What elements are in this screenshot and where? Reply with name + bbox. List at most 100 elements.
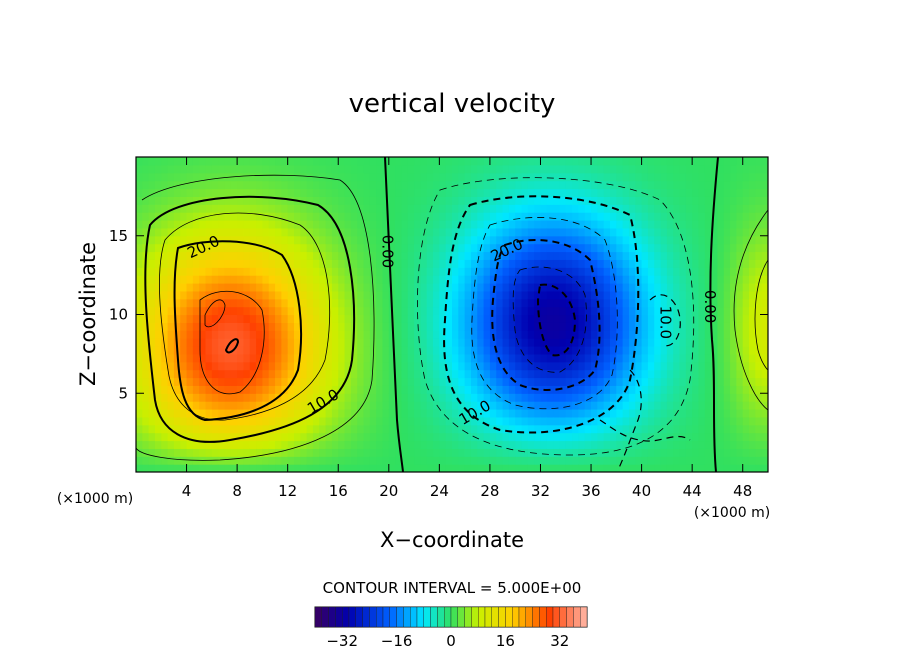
- heatmap-cell: [489, 401, 497, 410]
- heatmap-cell: [287, 275, 295, 284]
- heatmap-cell: [723, 416, 731, 426]
- heatmap-cell: [306, 243, 314, 253]
- heatmap-cell: [755, 259, 763, 268]
- heatmap-cell: [142, 369, 150, 379]
- heatmap-cell: [407, 448, 415, 457]
- heatmap-cell: [723, 290, 731, 300]
- heatmap-cell: [395, 377, 403, 386]
- heatmap-cell: [319, 369, 327, 379]
- heatmap-cell: [540, 212, 548, 221]
- heatmap-cell: [331, 164, 339, 174]
- heatmap-cell: [666, 212, 674, 221]
- heatmap-cell: [230, 456, 238, 465]
- heatmap-cell: [306, 401, 314, 410]
- heatmap-cell: [262, 220, 270, 229]
- heatmap-cell: [312, 456, 320, 465]
- heatmap-cell: [452, 377, 459, 386]
- heatmap-cell: [761, 456, 768, 465]
- heatmap-cell: [312, 369, 320, 379]
- heatmap-cell: [148, 346, 156, 355]
- heatmap-cell: [489, 212, 497, 221]
- heatmap-cell: [382, 424, 390, 434]
- heatmap-cell: [723, 157, 731, 166]
- heatmap-cell: [433, 346, 440, 355]
- heatmap-cell: [464, 464, 472, 472]
- heatmap-cell: [249, 440, 257, 449]
- heatmap-cell: [597, 456, 605, 465]
- heatmap-cell: [597, 338, 605, 347]
- heatmap-cell: [679, 157, 687, 166]
- heatmap-cell: [452, 464, 459, 472]
- heatmap-cell: [458, 196, 466, 205]
- heatmap-cell: [338, 306, 346, 316]
- heatmap-cell: [294, 188, 301, 197]
- contour-label: 10.0: [657, 306, 675, 339]
- heatmap-cell: [654, 314, 662, 323]
- heatmap-cell: [401, 409, 409, 418]
- heatmap-cell: [654, 385, 662, 394]
- heatmap-cell: [578, 385, 586, 394]
- heatmap-cell: [186, 353, 194, 363]
- heatmap-cell: [136, 259, 143, 268]
- heatmap-cell: [483, 188, 491, 197]
- heatmap-cell: [628, 432, 636, 442]
- heatmap-cell: [502, 416, 510, 426]
- heatmap-cell: [679, 196, 687, 205]
- heatmap-cell: [344, 338, 352, 347]
- heatmap-cell: [496, 196, 504, 205]
- heatmap-cell: [704, 188, 712, 197]
- heatmap-cell: [749, 361, 756, 371]
- heatmap-cell: [205, 385, 213, 394]
- heatmap-cell: [325, 448, 333, 457]
- heatmap-cell: [546, 172, 554, 182]
- heatmap-cell: [350, 267, 358, 276]
- heatmap-cell: [395, 448, 403, 457]
- heatmap-cell: [628, 164, 636, 174]
- heatmap-cell: [685, 157, 693, 166]
- heatmap-cell: [464, 157, 472, 166]
- heatmap-cell: [173, 235, 181, 245]
- heatmap-cell: [136, 188, 143, 197]
- heatmap-cell: [275, 220, 282, 229]
- heatmap-cell: [420, 409, 428, 418]
- heatmap-cell: [262, 448, 270, 457]
- heatmap-cell: [616, 204, 624, 213]
- heatmap-cell: [306, 251, 314, 260]
- heatmap-cell: [154, 180, 162, 190]
- heatmap-cell: [237, 416, 245, 426]
- heatmap-cell: [673, 172, 681, 182]
- heatmap-cell: [306, 204, 314, 213]
- heatmap-cell: [527, 196, 535, 205]
- heatmap-cell: [546, 361, 554, 371]
- heatmap-cell: [173, 267, 181, 276]
- heatmap-cell: [325, 314, 333, 323]
- heatmap-cell: [508, 432, 516, 442]
- heatmap-cell: [243, 322, 251, 331]
- heatmap-cell: [294, 346, 301, 355]
- heatmap-cell: [173, 440, 181, 449]
- heatmap-cell: [704, 385, 712, 394]
- heatmap-cell: [369, 235, 377, 245]
- heatmap-cell: [546, 243, 554, 253]
- heatmap-cell: [515, 314, 523, 323]
- heatmap-cell: [641, 353, 649, 363]
- heatmap-cell: [331, 196, 339, 205]
- heatmap-cell: [325, 456, 333, 465]
- heatmap-cell: [312, 330, 320, 339]
- heatmap-cell: [502, 306, 510, 316]
- heatmap-cell: [540, 251, 548, 260]
- heatmap-cell: [711, 243, 719, 253]
- heatmap-cell: [521, 338, 529, 347]
- heatmap-cell: [572, 385, 579, 394]
- heatmap-cell: [742, 440, 750, 449]
- heatmap-cell: [591, 235, 598, 245]
- heatmap-cell: [477, 306, 485, 316]
- heatmap-cell: [357, 204, 365, 213]
- heatmap-cell: [173, 385, 181, 394]
- heatmap-cell: [698, 424, 706, 434]
- heatmap-cell: [401, 283, 409, 292]
- heatmap-cell: [357, 393, 365, 402]
- heatmap-cell: [211, 259, 219, 268]
- heatmap-cell: [628, 353, 636, 363]
- heatmap-cell: [433, 259, 440, 268]
